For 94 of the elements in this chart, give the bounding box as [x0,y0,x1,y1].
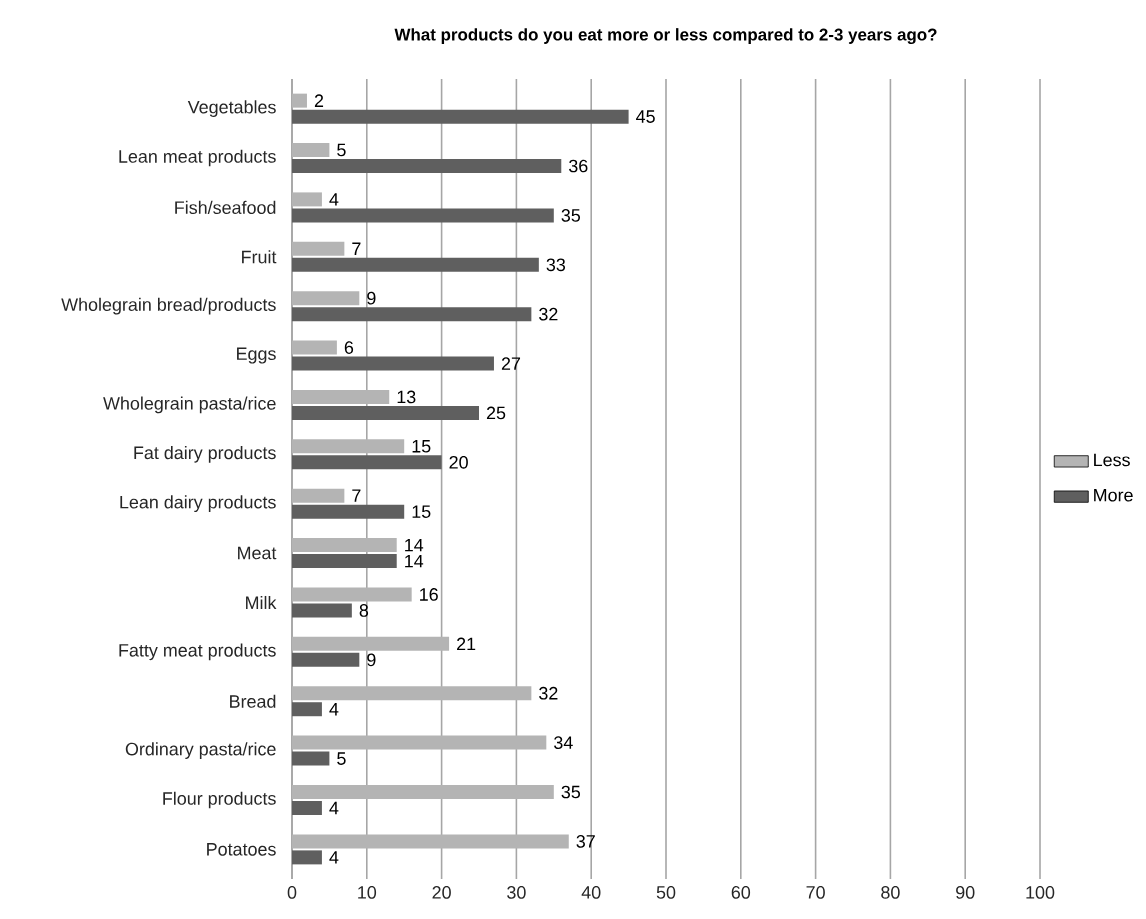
bar [292,801,322,815]
data-label: 16 [420,588,438,601]
x-tick-label: 80 [881,886,900,899]
bar [292,751,330,766]
bar [292,603,352,618]
data-label: 34 [554,736,573,749]
data-label: 14 [405,538,424,552]
bar [292,686,532,701]
bar [292,257,539,272]
y-tick-label: Fat dairy products [134,445,276,463]
y-tick-label: Wholegrain bread/products [61,297,276,315]
data-label: 7 [352,242,361,255]
bar [292,291,360,306]
y-tick-label: Ordinary pasta/rice [125,742,276,759]
x-tick-label: 20 [432,886,451,899]
bar [292,93,307,108]
y-tick-label: Milk [246,595,277,609]
bar [292,455,442,470]
bar [292,735,547,750]
bar [292,143,330,158]
y-tick-label: Fatty meat products [119,643,276,661]
data-label: 32 [539,686,558,700]
bar [292,356,494,371]
bar [292,109,629,124]
y-tick-label: Potatoes [207,843,276,856]
bar [292,159,562,174]
x-tick-label: 40 [581,886,601,899]
x-tick-label: 50 [656,886,676,899]
data-label: 4 [329,851,339,864]
bar [292,834,569,849]
data-label: 21 [457,637,476,651]
x-tick-label: 30 [507,886,526,899]
data-label: 37 [576,835,595,848]
bar [292,636,450,651]
y-tick-label: Fruit [242,250,277,264]
bar [292,192,322,207]
y-tick-label: Bread [230,694,276,708]
bar [292,587,412,602]
y-tick-label: Flour products [163,791,276,809]
data-label: 14 [405,554,424,568]
bar [292,208,554,223]
bar [292,439,405,454]
x-tick-label: 90 [956,886,975,899]
data-label: 6 [344,341,354,354]
bar [292,241,345,256]
data-label: 5 [337,143,346,157]
y-tick-label: Wholegrain pasta/rice [103,396,276,414]
data-label: 32 [539,307,558,321]
y-tick-label: Fish/seafood [175,200,276,214]
data-label: 4 [329,703,339,716]
data-label: 9 [367,653,376,667]
x-tick-label: 100 [1026,886,1055,899]
data-label: 7 [352,489,361,502]
data-label: 27 [501,357,521,370]
bar [292,504,405,519]
x-tick-label: 70 [806,886,825,899]
data-label: 35 [561,209,581,222]
bar [292,488,345,503]
data-label: 2 [314,94,324,107]
bar [292,389,390,404]
bar [292,307,532,322]
data-label: 8 [359,604,369,617]
data-label: 35 [561,785,581,799]
data-label: 33 [546,258,566,272]
bar [292,340,337,355]
data-label: 20 [449,455,468,469]
bar [292,850,322,865]
y-tick-label: Eggs [237,347,276,364]
chart-title: What products do you eat more or less compared to 2-3 years ago? [394,28,937,45]
legend-label: Less [1094,453,1130,467]
bar [292,785,554,799]
data-label: 25 [486,406,506,420]
y-tick-label: Lean meat products [119,149,276,167]
data-label: 15 [412,505,431,518]
y-tick-label: Lean dairy products [120,495,276,513]
bar [292,652,360,667]
data-label: 4 [329,193,339,206]
bar [292,405,479,420]
x-tick-label: 10 [358,886,377,899]
x-tick-label: 0 [287,886,297,899]
data-label: 5 [337,752,346,765]
bar [292,702,322,717]
data-label: 45 [636,110,655,123]
bar [292,554,397,569]
data-label: 13 [397,390,416,404]
data-label: 36 [569,159,588,173]
data-label: 4 [329,801,339,815]
data-label: 15 [412,440,431,453]
y-tick-label: Meat [238,546,277,560]
x-tick-label: 60 [731,886,751,899]
y-tick-label: Vegetables [187,100,276,117]
legend-label: More [1094,488,1133,502]
bar [292,538,397,553]
data-label: 9 [367,291,376,305]
